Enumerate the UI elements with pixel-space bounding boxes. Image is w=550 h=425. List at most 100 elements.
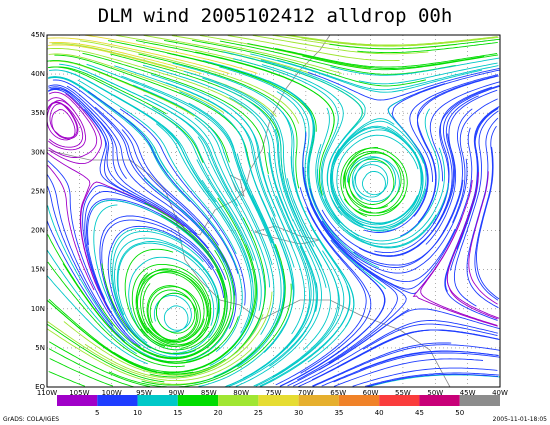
x-tick-label: 100W <box>102 389 122 397</box>
colorbar-label: 45 <box>415 409 424 417</box>
streamline <box>290 156 355 363</box>
streamline <box>163 197 256 374</box>
streamline <box>49 60 195 117</box>
streamline <box>218 85 327 288</box>
colorbar-label: 15 <box>173 409 182 417</box>
streamline <box>340 147 408 217</box>
y-tick-label: 10N <box>31 305 45 313</box>
streamline <box>453 110 499 307</box>
streamline <box>359 350 498 371</box>
streamline <box>425 89 498 245</box>
streamline <box>476 146 500 300</box>
streamline <box>82 52 269 175</box>
streamline <box>46 99 79 141</box>
colorbar-swatch <box>57 395 98 406</box>
x-tick-label: 55W <box>395 389 411 397</box>
x-tick-label: 85W <box>201 389 217 397</box>
streamline <box>449 107 499 271</box>
streamline <box>245 72 358 259</box>
colorbar-swatch <box>338 395 380 406</box>
streamline <box>143 177 235 362</box>
colorbar-swatch <box>137 395 178 406</box>
streamline <box>46 275 148 365</box>
streamline <box>46 323 165 383</box>
streamline <box>52 79 219 246</box>
streamline <box>142 64 294 222</box>
streamline <box>87 90 239 274</box>
streamline <box>277 59 499 91</box>
streamline <box>267 80 380 269</box>
x-tick-label: 40W <box>492 389 508 397</box>
streamline <box>261 64 360 237</box>
streamline <box>330 120 425 232</box>
streamline <box>416 75 499 223</box>
streamline <box>253 199 339 387</box>
streamline <box>107 225 212 349</box>
streamline <box>391 69 501 217</box>
streamline <box>149 217 266 378</box>
streamline <box>446 207 500 319</box>
streamline <box>82 185 152 347</box>
streamline <box>367 373 499 388</box>
streamline <box>47 321 253 382</box>
streamline <box>47 47 252 114</box>
streamline <box>315 143 449 249</box>
streamline <box>357 41 498 54</box>
streamline <box>49 358 114 387</box>
streamline <box>108 283 292 388</box>
streamline <box>358 95 479 257</box>
streamline <box>47 186 114 327</box>
streamline <box>51 43 277 117</box>
streamline <box>62 263 239 364</box>
streamline <box>48 86 198 235</box>
streamline <box>46 328 199 385</box>
streamline <box>275 207 367 386</box>
streamline <box>250 53 483 93</box>
streamline <box>138 53 300 189</box>
streamline <box>213 174 282 378</box>
streamline <box>468 171 498 305</box>
colorbar-label: 20 <box>214 409 223 417</box>
streamline <box>103 83 254 261</box>
streamline <box>48 341 151 388</box>
streamline <box>47 300 226 375</box>
coastline <box>174 214 451 388</box>
streamlines <box>46 34 501 388</box>
streamline <box>198 217 295 387</box>
streamline <box>113 244 257 373</box>
streamline <box>47 66 167 115</box>
streamline <box>452 98 498 223</box>
streamline <box>336 134 419 224</box>
streamline <box>316 147 446 245</box>
x-tick-label: 60W <box>363 389 379 397</box>
colorbar-label: 5 <box>95 409 99 417</box>
streamline <box>93 204 211 358</box>
streamline <box>84 291 273 379</box>
streamline <box>48 84 189 222</box>
title: DLM wind 2005102412 alldrop 00h <box>98 5 453 27</box>
streamline <box>297 329 481 388</box>
y-tick-label: 15N <box>31 266 45 274</box>
streamline <box>147 286 205 343</box>
streamline <box>153 146 243 352</box>
streamline <box>321 133 455 257</box>
streamline <box>228 282 318 388</box>
streamline <box>235 219 322 387</box>
streamline <box>352 367 498 387</box>
streamline <box>46 173 103 310</box>
x-tick-label: 75W <box>266 389 282 397</box>
streamline <box>47 44 175 70</box>
streamline <box>49 93 102 165</box>
streamline <box>144 94 271 288</box>
streamline <box>99 249 232 359</box>
streamline <box>330 126 423 226</box>
streamline <box>141 244 286 386</box>
y-tick-label: 30N <box>31 148 45 156</box>
streamline <box>255 250 345 387</box>
streamline <box>288 34 498 46</box>
streamline <box>474 125 499 301</box>
colorbar-swatch <box>298 395 339 406</box>
streamline <box>117 242 218 354</box>
streamline <box>297 223 398 381</box>
